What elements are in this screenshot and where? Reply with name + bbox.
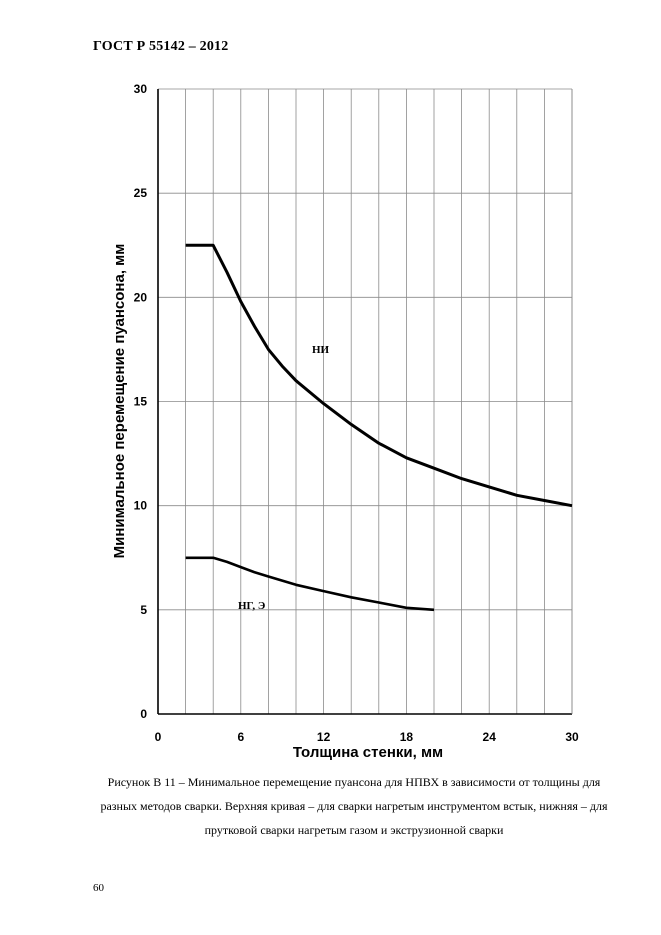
plot-frame — [157, 89, 573, 715]
y-tick-label: 5 — [140, 603, 147, 617]
tick-labels: 0 6 12 18 24 30 0 5 10 15 20 25 30 — [134, 82, 579, 744]
x-tick-label: 24 — [483, 730, 497, 744]
y-tick-label: 10 — [134, 499, 148, 513]
series-line-1 — [185, 243, 573, 508]
y-tick-label: 20 — [134, 290, 148, 304]
document-header: ГОСТ Р 55142 – 2012 — [93, 39, 229, 54]
series-line-2 — [185, 556, 435, 612]
page-number: 60 — [93, 882, 104, 894]
y-tick-label: 25 — [134, 186, 148, 200]
y-tick-label: 30 — [134, 82, 148, 96]
y-axis-title: Минимальное перемещение пуансона, мм — [111, 244, 128, 559]
y-tick-label: 0 — [140, 707, 147, 721]
y-tick-label: 15 — [134, 395, 148, 409]
chart: 0 6 12 18 24 30 0 5 10 15 20 25 30 НИ НГ, Э Толщина … — [111, 82, 579, 761]
x-tick-label: 12 — [317, 730, 331, 744]
x-tick-label: 18 — [400, 730, 414, 744]
x-tick-label: 0 — [155, 730, 162, 744]
series-label-ng-e: НГ, Э — [238, 600, 265, 612]
x-axis-title: Толщина стенки, мм — [293, 744, 443, 761]
figure-caption: Рисунок В 11 – Минимальное перемещение п… — [100, 775, 608, 837]
series-layer — [185, 243, 573, 612]
x-tick-label: 6 — [237, 730, 244, 744]
series-label-ni: НИ — [312, 344, 330, 356]
grid — [157, 88, 573, 715]
x-tick-label: 30 — [565, 730, 579, 744]
